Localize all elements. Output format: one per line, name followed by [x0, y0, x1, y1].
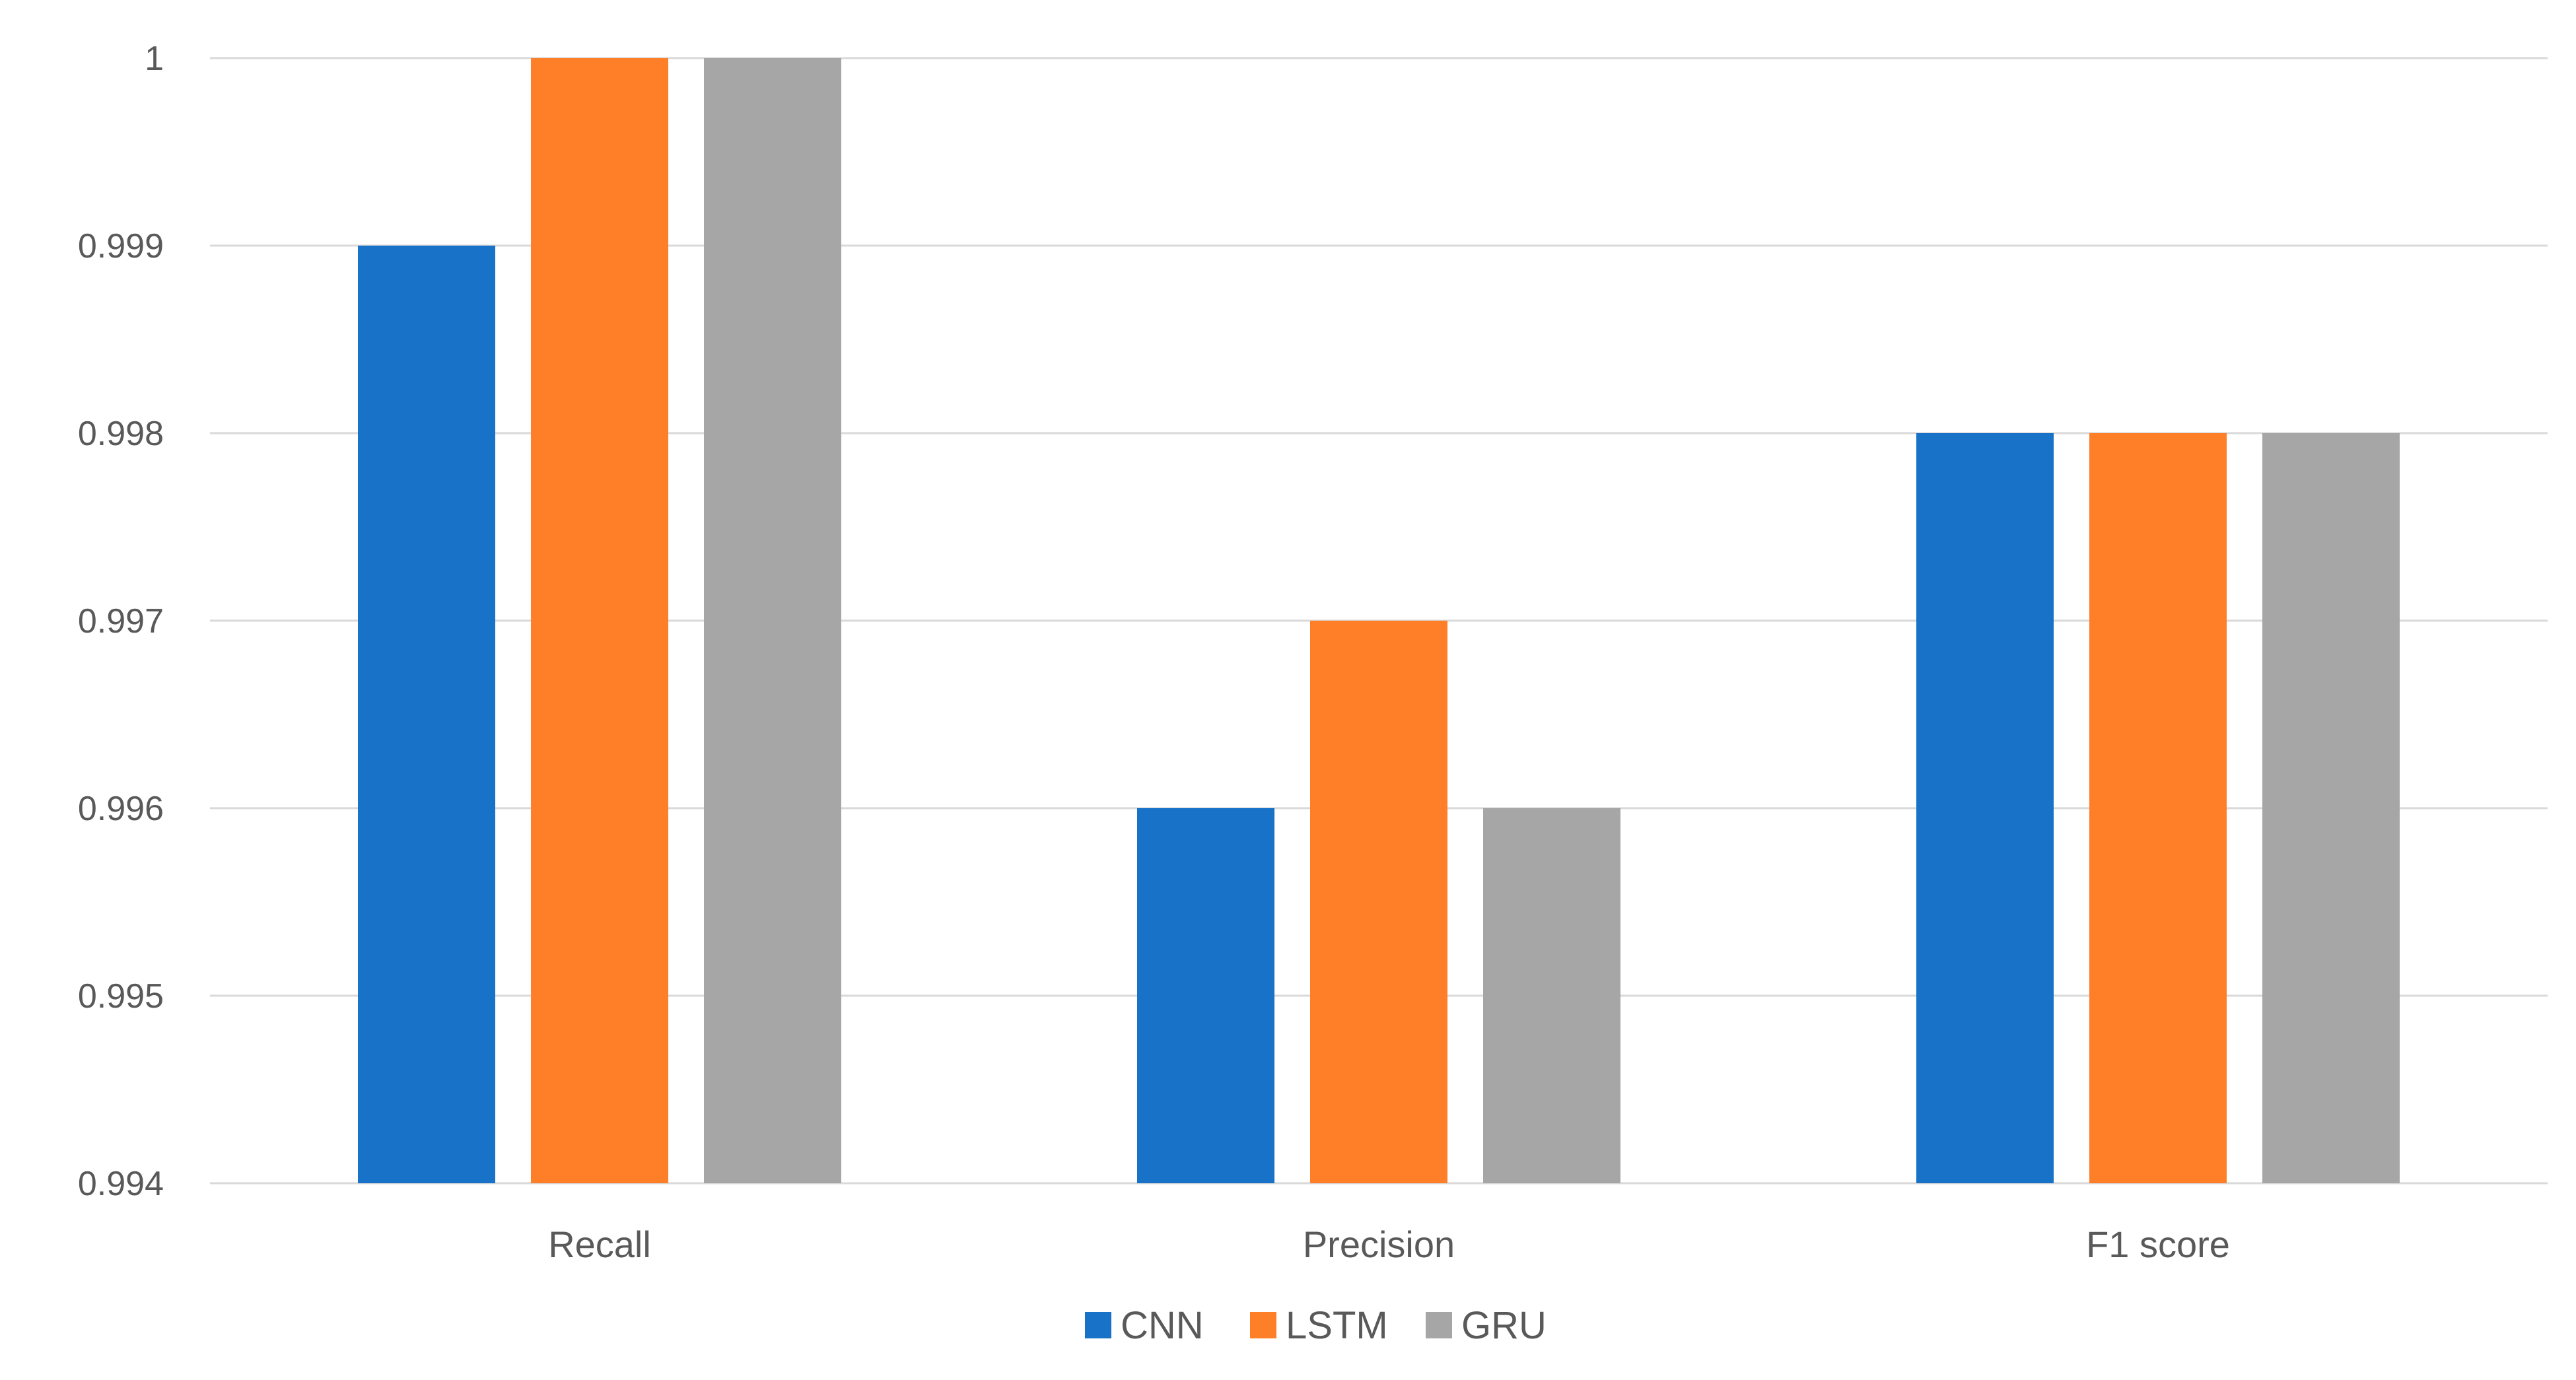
- y-tick-label: 0.996: [78, 790, 164, 828]
- legend-swatch: [1085, 1312, 1111, 1338]
- legend-item: LSTM: [1250, 1304, 1388, 1347]
- bar-cnn-precision: [1137, 808, 1274, 1183]
- bars: [358, 58, 2400, 1183]
- legend-item: CNN: [1085, 1304, 1204, 1347]
- legend-swatch: [1250, 1312, 1276, 1338]
- y-tick-label: 0.994: [78, 1165, 164, 1203]
- y-tick-label: 1: [145, 40, 164, 78]
- x-category-label: F1 score: [2086, 1224, 2230, 1265]
- x-category-label: Precision: [1303, 1224, 1455, 1265]
- y-tick-label: 0.999: [78, 227, 164, 265]
- legend-label: LSTM: [1286, 1304, 1388, 1347]
- legend-item: GRU: [1426, 1304, 1547, 1347]
- x-category-label: Recall: [548, 1224, 651, 1265]
- legend-label: CNN: [1121, 1304, 1204, 1347]
- bar-lstm-precision: [1310, 621, 1447, 1183]
- x-axis-category-labels: Recall Precision F1 score: [548, 1224, 2230, 1265]
- bar-lstm-f1-score: [2089, 433, 2227, 1183]
- y-tick-label: 0.995: [78, 977, 164, 1016]
- bar-gru-f1-score: [2262, 433, 2400, 1183]
- bar-lstm-recall: [531, 58, 668, 1183]
- legend: CNN LSTM GRU: [1085, 1304, 1547, 1347]
- bar-gru-precision: [1483, 808, 1620, 1183]
- bar-gru-recall: [704, 58, 841, 1183]
- bar-cnn-recall: [358, 246, 495, 1183]
- y-tick-label: 0.998: [78, 415, 164, 453]
- y-axis-tick-labels: 0.994 0.995 0.996 0.997 0.998 0.999 1: [78, 40, 164, 1203]
- y-tick-label: 0.997: [78, 602, 164, 640]
- legend-label: GRU: [1461, 1304, 1547, 1347]
- legend-swatch: [1426, 1312, 1452, 1338]
- bar-cnn-f1-score: [1916, 433, 2054, 1183]
